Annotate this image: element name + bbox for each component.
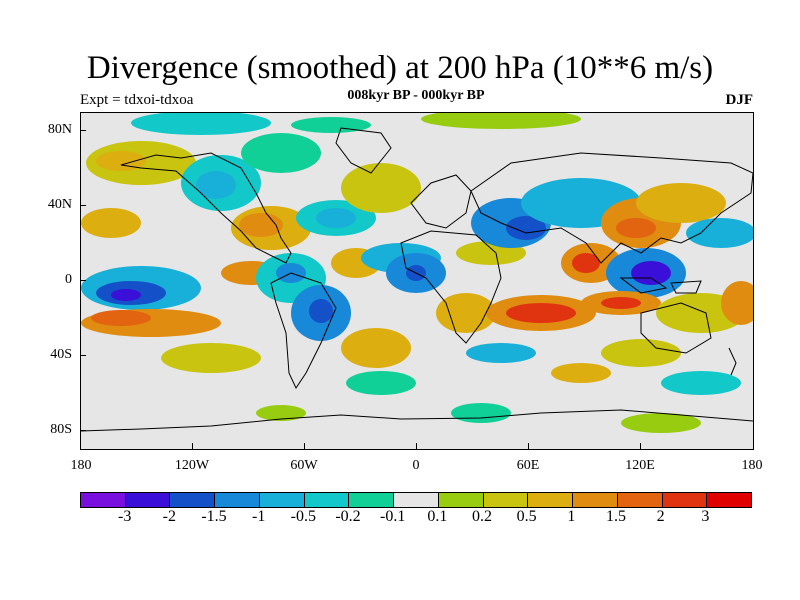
colorbar-swatch: [215, 493, 260, 507]
lon-tick: [528, 443, 529, 449]
lon-tick: [640, 443, 641, 449]
experiment-label: Expt = tdxoi-tdxoa: [80, 92, 194, 108]
lon-tick: [192, 443, 193, 449]
lat-label-40s: 40S: [50, 347, 72, 362]
divergence-contours: [81, 113, 753, 433]
colorbar-swatch: [125, 493, 171, 507]
season-label: DJF: [725, 92, 754, 108]
colorbar-label: -0.1: [379, 508, 406, 525]
lon-label-180-west: 180: [70, 458, 92, 473]
colorbar-label: 0.1: [427, 508, 448, 525]
lat-label-0: 0: [65, 272, 72, 287]
map-panel: [80, 112, 754, 450]
lat-tick: [80, 430, 86, 431]
colorbar: [80, 492, 752, 508]
lon-label-120e: 120E: [625, 458, 655, 473]
colorbar-swatch: [394, 493, 439, 507]
colorbar-swatch: [483, 493, 529, 507]
colorbar-label: -0.5: [290, 508, 316, 525]
colorbar-swatch: [259, 493, 305, 507]
colorbar-label: 0.2: [472, 508, 492, 525]
lat-label-80s: 80S: [50, 422, 72, 437]
lon-tick: [416, 443, 417, 449]
lon-label-120w: 120W: [174, 458, 210, 473]
lat-tick: [80, 355, 86, 356]
colorbar-label: -1.5: [201, 508, 227, 525]
colorbar-swatch: [349, 493, 395, 507]
page-title: Divergence (smoothed) at 200 hPa (10**6 …: [86, 50, 714, 86]
colorbar-swatch: [617, 493, 663, 507]
lon-tick: [304, 443, 305, 449]
colorbar-label: 1: [567, 508, 576, 525]
lat-tick: [80, 280, 86, 281]
lon-label-0: 0: [412, 458, 420, 473]
colorbar-label: 2: [656, 508, 665, 525]
colorbar-swatch: [81, 493, 126, 507]
divergence-map: [81, 113, 753, 433]
lat-label-80n: 80N: [47, 122, 72, 137]
colorbar-label: -0.2: [335, 508, 361, 525]
colorbar-swatch: [170, 493, 216, 507]
colorbar-label: 1.5: [606, 508, 626, 525]
lon-label-60e: 60E: [516, 458, 540, 473]
coastlines: [81, 127, 753, 432]
colorbar-label: -1: [251, 508, 266, 525]
colorbar-swatch: [438, 493, 484, 507]
colorbar-swatch: [528, 493, 574, 507]
lon-label-60w: 60W: [290, 458, 318, 473]
colorbar-label: 3: [701, 508, 710, 525]
colorbar-swatch: [707, 493, 752, 507]
colorbar-label: 0.5: [516, 508, 537, 525]
lat-tick: [80, 205, 86, 206]
period-label: 008kyr BP - 000kyr BP: [347, 88, 485, 103]
colorbar-swatch: [304, 493, 350, 507]
colorbar-swatch: [573, 493, 618, 507]
colorbar-swatch: [662, 493, 708, 507]
lon-label-180-east: 180: [741, 458, 763, 473]
colorbar-label: -3: [117, 508, 132, 525]
lat-label-40n: 40N: [47, 197, 72, 212]
lat-tick: [80, 130, 86, 131]
colorbar-label: -2: [162, 508, 176, 525]
